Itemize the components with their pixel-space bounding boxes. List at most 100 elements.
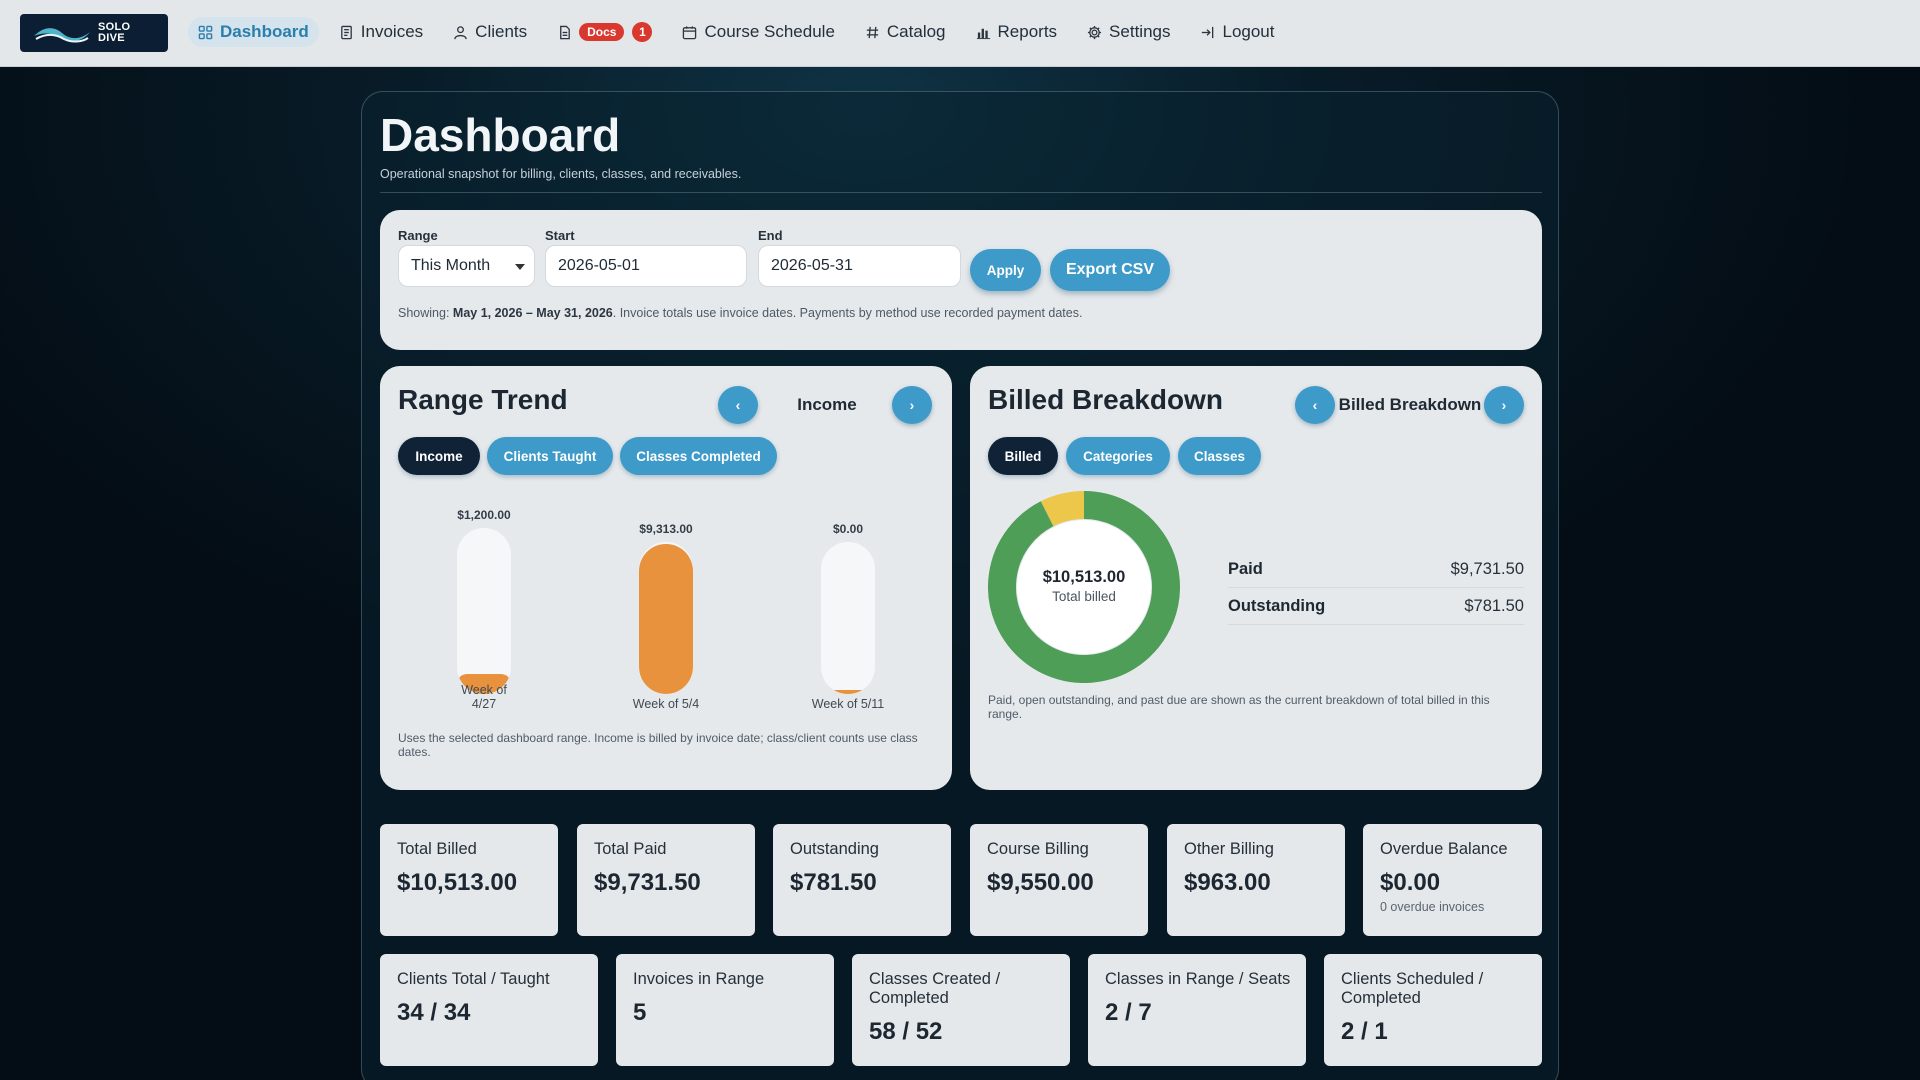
nav-logout[interactable]: Logout: [1190, 17, 1284, 47]
bar-category-label: Week of 4/27: [461, 683, 507, 711]
tab-billed[interactable]: Billed: [988, 437, 1058, 475]
showing-range: May 1, 2026 – May 31, 2026: [452, 306, 613, 320]
stat-label: Classes in Range / Seats: [1105, 970, 1291, 988]
bar[interactable]: [457, 674, 511, 694]
nav-dashboard[interactable]: Dashboard: [188, 17, 319, 47]
stat-total-billed: Total Billed $10,513.00: [380, 824, 558, 936]
stat-value: $963.00: [1184, 869, 1271, 896]
billed-breakdown-card: Billed Breakdown ‹ Billed Breakdown › Bi…: [970, 366, 1542, 790]
donut-slice-paid[interactable]: [988, 491, 1180, 683]
stat-label: Invoices in Range: [633, 970, 765, 988]
nav-invoices[interactable]: Invoices: [329, 17, 433, 47]
trend-note: Uses the selected dashboard range. Incom…: [398, 731, 918, 759]
billed-breakdown-title: Billed Breakdown: [988, 384, 1223, 415]
page-title: Dashboard: [380, 109, 621, 161]
end-label: End: [758, 228, 783, 243]
tab-classes-completed[interactable]: Classes Completed: [620, 437, 777, 475]
end-date-input[interactable]: 2026-05-31: [758, 245, 961, 287]
tab-income[interactable]: Income: [398, 437, 480, 475]
stat-label: Overdue Balance: [1380, 840, 1508, 858]
bar-value-label: $9,313.00: [639, 522, 693, 536]
bar-track: [457, 528, 511, 694]
stat-value: 58 / 52: [869, 1018, 943, 1045]
stat-value: $9,550.00: [987, 869, 1094, 896]
breakdown-row-label: Outstanding: [1228, 596, 1326, 615]
range-trend-title: Range Trend: [398, 384, 568, 415]
file-icon: [557, 25, 572, 40]
showing-text: Showing: May 1, 2026 – May 31, 2026. Inv…: [398, 306, 1083, 320]
export-csv-button[interactable]: Export CSV: [1050, 249, 1170, 291]
bar-chart-icon: [976, 25, 991, 40]
tab-categories[interactable]: Categories: [1066, 437, 1170, 475]
range-trend-card: Range Trend ‹ Income › Income Clients Ta…: [380, 366, 952, 790]
breakdown-next-button[interactable]: ›: [1484, 386, 1524, 424]
bar-value-label: $1,200.00: [457, 508, 511, 522]
bar-category-label: Week of 5/4: [632, 697, 700, 711]
end-date-value: 2026-05-31: [771, 257, 853, 274]
solo-dive-logo[interactable]: SOLO DIVE: [20, 14, 168, 52]
user-icon: [453, 25, 468, 40]
tab-classes[interactable]: Classes: [1178, 437, 1261, 475]
document-icon: [339, 25, 354, 40]
nav-reports-label: Reports: [997, 22, 1058, 41]
trend-mode-label: Income: [797, 395, 857, 414]
stat-value: $0.00: [1380, 869, 1441, 896]
apply-button[interactable]: Apply: [970, 249, 1041, 291]
start-date-value: 2026-05-01: [558, 257, 640, 274]
chevron-down-icon: [515, 264, 525, 270]
stat-clients-scheduled-completed: Clients Scheduled / Completed 2 / 1: [1324, 954, 1542, 1066]
start-label: Start: [545, 228, 575, 243]
breakdown-row-outstanding: Outstanding $781.50: [1228, 588, 1524, 625]
nav-invoices-label: Invoices: [360, 22, 424, 41]
range-select[interactable]: This Month: [398, 245, 535, 287]
nav-catalog-label: Catalog: [886, 22, 946, 41]
nav-course-schedule[interactable]: Course Schedule: [672, 17, 844, 47]
breakdown-mode-label: Billed Breakdown: [1338, 395, 1482, 414]
bar-track: [821, 542, 875, 694]
stat-label: Outstanding: [790, 840, 879, 858]
stat-total-paid: Total Paid $9,731.50: [577, 824, 755, 936]
stat-classes-in-range-seats: Classes in Range / Seats 2 / 7: [1088, 954, 1306, 1066]
donut-slice-outstanding[interactable]: [1040, 491, 1085, 527]
top-nav: SOLO DIVE Dashboard Invoices Clients: [0, 0, 1920, 67]
start-date-input[interactable]: 2026-05-01: [545, 245, 747, 287]
donut-total-label: Total billed: [1052, 589, 1116, 604]
nav-clients[interactable]: Clients: [443, 17, 537, 47]
stat-value: $781.50: [790, 869, 877, 896]
breakdown-prev-button[interactable]: ‹: [1295, 386, 1335, 424]
donut-hole: [1017, 520, 1151, 654]
tab-clients-taught[interactable]: Clients Taught: [487, 437, 613, 475]
stat-invoices-in-range: Invoices in Range 5: [616, 954, 834, 1066]
wave-logo-icon: [34, 28, 90, 43]
stat-clients-total-taught: Clients Total / Taught 34 / 34: [380, 954, 598, 1066]
trend-prev-button[interactable]: ‹: [718, 386, 758, 424]
docs-label-badge: Docs: [579, 23, 625, 41]
stat-value: $10,513.00: [397, 869, 518, 896]
stat-value: 2 / 7: [1105, 999, 1152, 1026]
stat-classes-created-completed: Classes Created / Completed 58 / 52: [852, 954, 1070, 1066]
logout-icon: [1200, 25, 1215, 40]
logo-text: SOLO DIVE: [98, 21, 131, 44]
stat-outstanding: Outstanding $781.50: [773, 824, 951, 936]
nav-clients-label: Clients: [475, 22, 528, 41]
bar-value-label: $0.00: [832, 522, 864, 536]
range-label: Range: [398, 228, 438, 243]
trend-next-button[interactable]: ›: [892, 386, 932, 424]
stat-value: $9,731.50: [594, 869, 701, 896]
stat-label: Total Paid: [594, 840, 667, 858]
nav-settings[interactable]: Settings: [1077, 17, 1180, 47]
nav-logout-label: Logout: [1222, 22, 1275, 41]
stat-value: 2 / 1: [1341, 1018, 1388, 1045]
nav-catalog[interactable]: Catalog: [855, 17, 956, 47]
bar[interactable]: [821, 690, 875, 694]
billed-donut-chart: [988, 491, 1180, 683]
range-filter-card: Range This Month Start 2026-05-01 End 20…: [380, 210, 1542, 350]
grid-icon: [198, 25, 213, 40]
range-select-value: This Month: [411, 257, 491, 274]
dashboard-panel: Dashboard Operational snapshot for billi…: [361, 91, 1559, 1080]
nav-docs[interactable]: Docs 1: [547, 17, 662, 47]
stat-label: Total Billed: [397, 840, 477, 858]
nav-reports[interactable]: Reports: [966, 17, 1068, 47]
stat-value: 5: [633, 999, 647, 1026]
bar[interactable]: [639, 544, 693, 694]
